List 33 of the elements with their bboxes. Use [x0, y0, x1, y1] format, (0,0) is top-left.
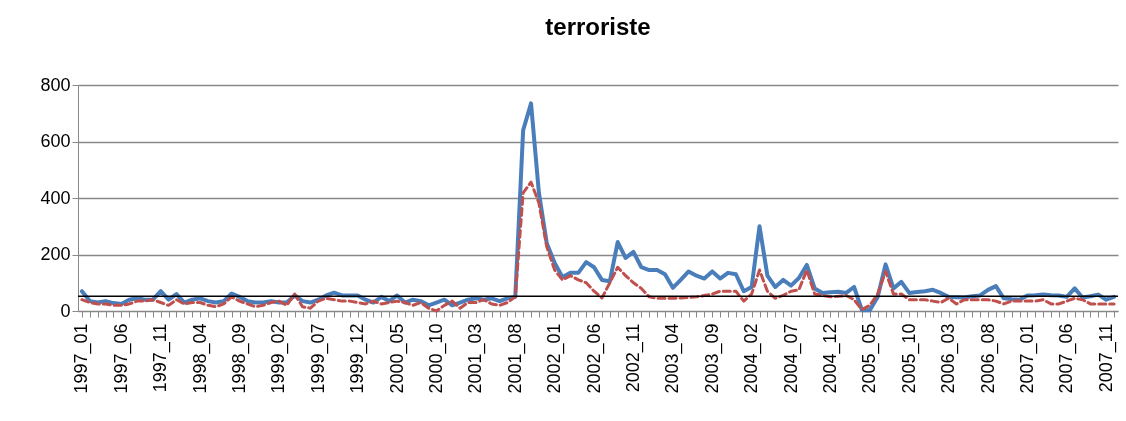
y-tick-label: 600	[40, 131, 71, 151]
x-tick-label: 1999_07	[307, 323, 329, 394]
x-tick-label: 2002_01	[544, 323, 566, 394]
x-tick-label: 2006_03	[938, 323, 960, 394]
x-tick-label: 2004_02	[741, 323, 763, 394]
x-tick-label: 2005_05	[859, 323, 881, 394]
x-tick-label: 2006_08	[977, 323, 999, 394]
x-tick-label: 1998_09	[229, 323, 251, 394]
x-tick-label: 2002_06	[583, 323, 605, 394]
x-tick-label: 2001_03	[465, 323, 487, 394]
y-tick-label: 800	[40, 74, 71, 95]
x-tick-label: 2001_08	[504, 323, 526, 394]
y-tick-label: 200	[40, 244, 71, 264]
x-tick-label: 2004_12	[819, 323, 841, 394]
x-tick-label: 2004_07	[780, 323, 802, 394]
x-tick-label: 1997_11	[150, 323, 172, 393]
x-tick-label: 2003_09	[701, 323, 723, 394]
x-tick-label: 1999_02	[268, 323, 290, 394]
x-tick-label: 2005_10	[898, 323, 920, 394]
x-tick-label: 1997_06	[110, 323, 132, 394]
x-tick-label: 1998_04	[189, 323, 211, 394]
x-tick-label: 2000_10	[425, 323, 447, 394]
x-tick-label: 2000_05	[386, 323, 408, 394]
x-tick-label: 2002_11	[622, 323, 644, 393]
x-tick-label: 2007_06	[1056, 323, 1078, 394]
x-tick-label: 1997_01	[71, 323, 93, 394]
y-tick-label: 400	[40, 187, 71, 208]
x-tick-label: 2007_01	[1016, 323, 1038, 394]
y-tick-label: 0	[60, 300, 71, 321]
chart-title: terroriste	[545, 13, 651, 40]
x-tick-label: 1999_12	[347, 323, 369, 394]
x-tick-label: 2003_04	[662, 323, 684, 394]
x-tick-label: 2007_11	[1095, 323, 1117, 393]
